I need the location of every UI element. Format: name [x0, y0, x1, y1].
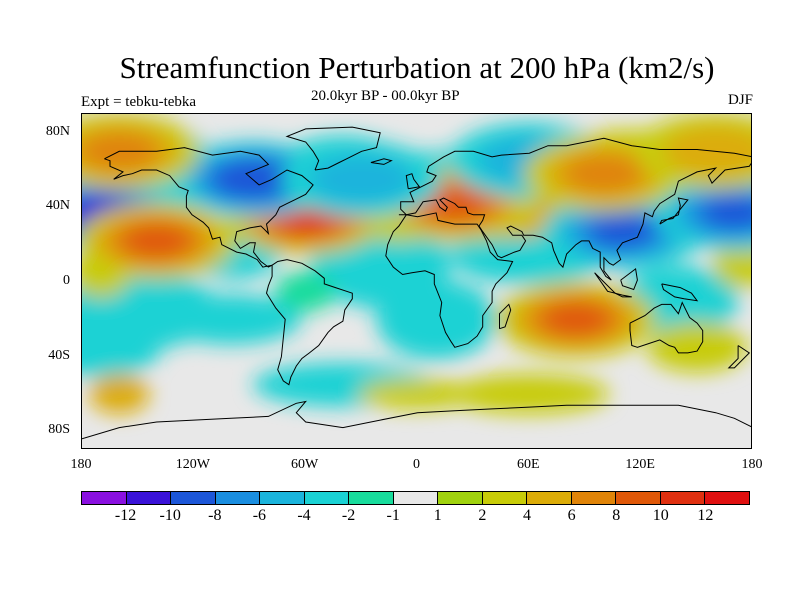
lon-tick-label: 180: [70, 457, 92, 472]
contour-blob: [357, 379, 478, 409]
lon-tick-label: 60W: [291, 457, 319, 472]
colorbar-label: -4: [297, 507, 311, 524]
coastline: [499, 303, 512, 330]
colorbar-swatch: [260, 492, 305, 504]
colorbar-swatch: [705, 492, 749, 504]
contour-blob: [713, 238, 751, 289]
colorbar-label: 10: [652, 507, 669, 524]
contour-blob: [589, 214, 656, 249]
lat-tick-label: 40N: [45, 198, 70, 214]
colorbar-swatch: [527, 492, 572, 504]
colorbar-swatch: [660, 492, 706, 504]
lon-tick-label: 60E: [517, 457, 540, 472]
colorbar-swatch: [571, 492, 617, 504]
lon-tick-label: 180: [741, 457, 763, 472]
contour-blob: [89, 374, 150, 414]
colorbar-label: -2: [341, 507, 356, 524]
coastline: [285, 126, 381, 171]
colorbar-swatch: [126, 492, 172, 504]
contour-blob: [449, 374, 610, 414]
lon-tick-label: 0: [413, 457, 420, 472]
colorbar: [81, 491, 750, 505]
lat-tick-label: 80N: [45, 123, 70, 139]
colorbar-label: -1: [386, 507, 400, 524]
contour-blob: [224, 164, 283, 195]
coastline: [620, 268, 638, 291]
lon-tick-label: 120E: [625, 457, 655, 472]
contour-blob: [376, 279, 497, 360]
contour-blob: [542, 302, 610, 336]
plot-subtitle: 20.0kyr BP - 00.0kyr BP: [311, 88, 460, 104]
coastline: [727, 345, 751, 369]
coastline: [82, 400, 751, 440]
lon-tick-label: 120W: [175, 457, 210, 472]
plot-title: Streamfunction Perturbation at 200 hPa (…: [119, 50, 715, 85]
coastline: [614, 292, 632, 298]
coastline: [405, 173, 421, 190]
contour-blob: [309, 154, 414, 205]
contour-blob: [563, 154, 644, 194]
colorbar-swatch: [482, 492, 528, 504]
colorbar-swatch: [215, 492, 261, 504]
colorbar-label: 1: [433, 507, 442, 524]
lat-tick-label: 0: [63, 273, 70, 288]
colorbar-label: 2: [478, 507, 487, 524]
colorbar-label: 8: [612, 507, 621, 524]
colorbar-swatch: [438, 492, 483, 504]
contour-blob: [275, 271, 336, 312]
colorbar-label: -8: [208, 507, 222, 524]
contour-field: [82, 114, 751, 414]
coastline: [104, 147, 314, 268]
coastline: [629, 301, 704, 354]
colorbar-swatch: [82, 492, 127, 504]
contour-blob: [701, 196, 751, 230]
colorbar-label: -12: [114, 507, 137, 524]
colorbar-swatch: [171, 492, 216, 504]
coastline: [659, 197, 689, 225]
colorbar-swatch: [616, 492, 661, 504]
coastline: [265, 259, 353, 386]
colorbar-label: 6: [567, 507, 576, 524]
lat-tick-label: 40S: [48, 347, 70, 363]
colorbar-swatch: [304, 492, 350, 504]
season-label: DJF: [727, 92, 753, 108]
contour-blob: [82, 317, 161, 378]
coastline: [406, 162, 751, 281]
contour-blob: [123, 224, 190, 258]
colorbar-swatch: [349, 492, 394, 504]
streamfunction-map: [82, 114, 751, 448]
contour-blob: [663, 126, 751, 177]
colorbar-label: 4: [523, 507, 531, 524]
colorbar-label: -6: [252, 507, 267, 524]
coastline: [661, 283, 699, 302]
experiment-label: Expt = tebku-tebka: [81, 94, 197, 110]
lat-tick-label: 80S: [48, 422, 70, 438]
coastline: [370, 158, 393, 165]
contour-blob: [647, 322, 748, 373]
colorbar-label: 12: [697, 507, 714, 524]
coastlines: [82, 126, 751, 440]
map-panel: [81, 113, 752, 449]
colorbar-swatch: [393, 492, 439, 504]
colorbar-label: -10: [159, 507, 181, 524]
contour-blob: [161, 294, 302, 345]
coastline: [398, 137, 751, 216]
coastline: [385, 212, 514, 348]
